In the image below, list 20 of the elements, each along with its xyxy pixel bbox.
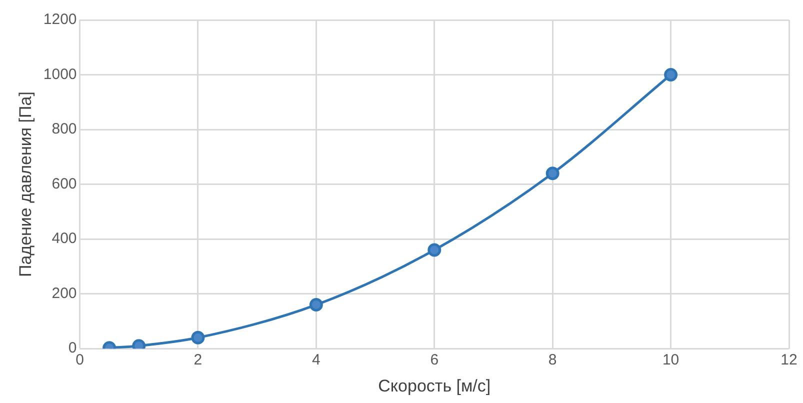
x-axis-title: Скорость [м/с] [378, 376, 491, 396]
y-tick-label: 1000 [43, 66, 77, 83]
y-tick-label: 400 [52, 230, 77, 248]
point [546, 166, 560, 180]
y-tick-label: 1200 [43, 11, 77, 28]
y-tick-label: 800 [52, 120, 77, 138]
x-tick-label: 10 [662, 352, 680, 369]
x-tick-label: 8 [548, 352, 557, 369]
point [309, 298, 323, 312]
y-tick-label: 200 [52, 284, 77, 302]
y-tick-label: 0 [68, 340, 77, 357]
point [428, 243, 442, 257]
y-axis-title: Падение давления [Па] [16, 92, 35, 278]
x-tick-label: 2 [194, 352, 202, 369]
y-tick-label: 600 [52, 175, 77, 192]
point [664, 68, 678, 82]
x-tick-label: 4 [312, 352, 320, 369]
x-tick-label: 12 [780, 352, 798, 369]
point [191, 330, 205, 344]
x-tick-label: 6 [430, 352, 439, 369]
